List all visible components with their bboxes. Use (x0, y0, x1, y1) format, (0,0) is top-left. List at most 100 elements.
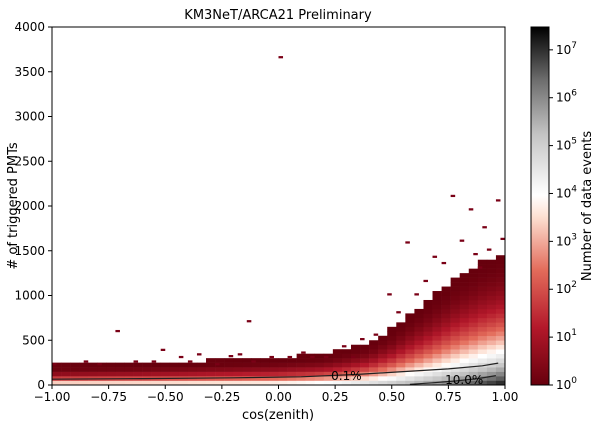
histogram-bin (296, 353, 306, 359)
histogram-bin (495, 317, 505, 323)
histogram-bin-isolated (500, 237, 505, 241)
histogram-bin (350, 376, 361, 381)
histogram-bin (387, 335, 397, 341)
histogram-bin-isolated (246, 320, 252, 323)
histogram-bin (396, 353, 406, 359)
histogram-bin (450, 295, 460, 301)
histogram-bin (287, 371, 297, 377)
histogram-bin (486, 291, 497, 296)
histogram-bin (350, 358, 361, 363)
histogram-bin (70, 367, 80, 372)
histogram-bin (296, 367, 306, 372)
histogram-bin (405, 326, 415, 332)
histogram-bin (369, 380, 379, 385)
histogram-bin (459, 358, 470, 363)
histogram-bin-isolated (350, 355, 356, 359)
histogram-bin (206, 367, 216, 372)
histogram-bin (378, 367, 388, 372)
histogram-bin (450, 349, 460, 354)
histogram-bin (495, 380, 505, 385)
histogram-bin-isolated (278, 56, 284, 59)
histogram-bin-isolated (269, 355, 274, 359)
histogram-bin (459, 331, 470, 337)
histogram-bin (378, 340, 388, 346)
histogram-bin (323, 362, 334, 368)
histogram-bin (206, 380, 216, 385)
histogram-bin (196, 362, 207, 368)
histogram-bin (396, 371, 406, 377)
histogram-bin (61, 376, 71, 381)
histogram-bin (468, 371, 479, 377)
histogram-bin (360, 349, 370, 354)
histogram-bin (468, 335, 479, 341)
x-tick-label: 0.75 (435, 390, 462, 404)
histogram-bin (477, 340, 488, 346)
histogram-bin (468, 380, 479, 385)
histogram-bin (495, 362, 505, 368)
histogram-bin (477, 308, 488, 314)
histogram-bin (133, 380, 143, 385)
histogram-bin (441, 335, 451, 341)
histogram-bin (79, 362, 89, 368)
colorbar-label: Number of data events (580, 131, 595, 281)
histogram-bin (495, 282, 505, 287)
histogram-bin (414, 358, 424, 363)
histogram-bin (414, 335, 424, 341)
histogram-bin (432, 331, 442, 337)
histogram-bin (88, 371, 98, 377)
histogram-bin (332, 362, 343, 368)
histogram-bin (405, 371, 415, 377)
histogram-bin (341, 349, 352, 354)
histogram-bin (387, 371, 397, 377)
histogram-bin (468, 344, 479, 350)
histogram-bin (124, 380, 134, 385)
histogram-bin (459, 344, 470, 350)
histogram-bin (206, 358, 216, 363)
histogram-bin (432, 344, 442, 350)
histogram-bin-isolated (97, 363, 102, 366)
histogram-bin (468, 376, 479, 381)
histogram-bin (296, 380, 306, 385)
histogram-bin (160, 380, 171, 385)
histogram-bin (378, 380, 388, 385)
histogram-bin (441, 326, 451, 332)
histogram-bin (269, 358, 279, 363)
histogram-bin (477, 282, 488, 287)
histogram-bin-isolated (473, 252, 478, 256)
histogram-bin (115, 362, 125, 368)
histogram-bin-isolated (301, 351, 306, 354)
histogram-bin (459, 291, 470, 296)
histogram-bin (423, 358, 433, 363)
histogram-bin (450, 358, 460, 363)
histogram-bin (477, 326, 488, 332)
histogram-bin-isolated (414, 293, 419, 296)
histogram-bin (450, 326, 460, 332)
histogram-bin (88, 380, 98, 385)
histogram-bin (486, 273, 497, 278)
histogram-bin (495, 371, 505, 377)
histogram-bin (495, 273, 505, 278)
histogram-bin (450, 376, 460, 381)
histogram-bin (278, 367, 288, 372)
histogram-bin (387, 367, 397, 372)
histogram-bin (414, 371, 424, 377)
histogram-bin (486, 380, 497, 385)
histogram-bin (115, 367, 125, 372)
histogram-bin (350, 353, 361, 359)
histogram-bin (405, 317, 415, 323)
histogram-bin (269, 376, 279, 381)
histogram-bin (441, 340, 451, 346)
histogram-bin-isolated (115, 329, 120, 333)
histogram-bin (206, 362, 216, 368)
histogram-bin (133, 371, 143, 377)
histogram-bin (495, 304, 505, 310)
histogram-bin (269, 371, 279, 377)
histogram-bin (450, 291, 460, 296)
histogram-bin (133, 367, 143, 372)
histogram-bin (251, 380, 261, 385)
histogram-bin (468, 268, 479, 274)
histogram-bin (450, 331, 460, 337)
histogram-bin (441, 353, 451, 359)
histogram-bin (468, 286, 479, 292)
histogram-bin-isolated (486, 248, 492, 251)
